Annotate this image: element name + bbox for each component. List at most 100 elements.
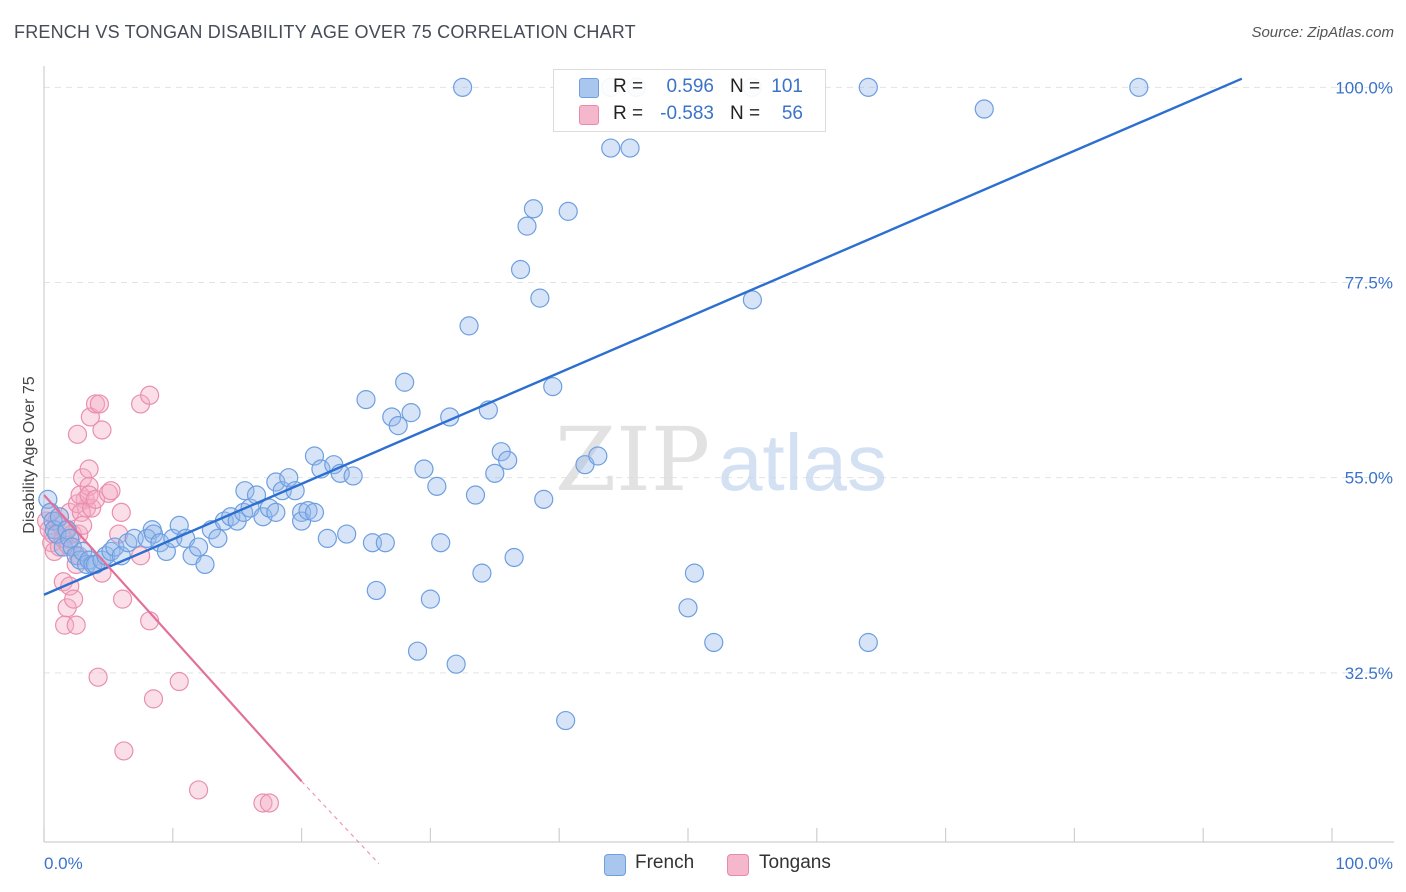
french-point <box>317 528 337 549</box>
source-credit: Source: ZipAtlas.com <box>1251 24 1394 41</box>
series-legend: French Tongans <box>0 850 1406 880</box>
n-label: N = <box>730 103 761 124</box>
french-point <box>453 77 473 97</box>
french-point <box>684 563 705 583</box>
french-point <box>504 547 524 568</box>
tongan-point <box>73 515 93 535</box>
chart-title: FRENCH VS TONGAN DISABILITY AGE OVER 75 … <box>14 22 636 42</box>
tongan-point <box>114 741 134 761</box>
y-tick-label: 32.5% <box>1345 664 1393 683</box>
french-swatch <box>579 78 599 98</box>
french-point <box>858 632 878 653</box>
correlation-legend: R = 0.596 N = 101 R = -0.583 N = 56 <box>553 69 826 132</box>
french-point <box>485 463 505 483</box>
gridlines <box>44 86 1394 674</box>
french-point <box>510 259 531 280</box>
french-point <box>601 138 621 158</box>
french-n-value: 101 <box>771 76 803 97</box>
n-label: N = <box>730 76 761 97</box>
french-point <box>195 554 215 575</box>
watermark: ZIP atlas <box>555 408 887 511</box>
legend-french-swatch[interactable] <box>604 854 626 876</box>
french-point <box>459 316 479 336</box>
tongan-point <box>259 793 279 813</box>
french-point <box>465 485 486 505</box>
r-label: R = <box>613 76 644 97</box>
tongan-point <box>169 671 189 692</box>
tongan-point <box>79 459 99 479</box>
french-point <box>343 466 363 486</box>
watermark-zip: ZIP <box>555 408 710 511</box>
french-point <box>472 563 492 583</box>
legend-tongans-swatch[interactable] <box>727 854 749 876</box>
french-points <box>38 77 1149 731</box>
french-point <box>446 654 466 674</box>
tongan-point <box>66 615 86 635</box>
y-tick-label: 100.0% <box>1335 78 1393 97</box>
french-point <box>407 641 428 661</box>
legend-tongans-label[interactable]: Tongans <box>759 852 831 873</box>
french-point <box>704 632 724 653</box>
french-r-value: 0.596 <box>666 76 714 97</box>
tongan-n-value: 56 <box>781 103 803 124</box>
french-point <box>431 533 451 553</box>
tongan-point <box>88 667 108 687</box>
tongan-points <box>36 385 279 813</box>
tongan-r-value: -0.583 <box>660 103 714 124</box>
tongan-point <box>111 502 131 522</box>
french-point <box>858 77 878 97</box>
french-point <box>1129 77 1149 97</box>
tongan-point <box>98 483 119 503</box>
tongan-point <box>64 589 84 609</box>
french-point <box>678 598 698 618</box>
axes <box>43 66 1394 843</box>
tongan-point <box>112 589 133 609</box>
french-point <box>517 216 537 236</box>
french-point <box>558 201 578 221</box>
tongan-point <box>67 424 88 444</box>
french-point <box>366 580 386 601</box>
tongan-point <box>92 420 112 440</box>
tongan-point <box>101 481 121 501</box>
french-point <box>974 99 994 119</box>
french-point <box>530 288 550 308</box>
y-tick-label: 55.0% <box>1345 469 1393 488</box>
tongan-swatch <box>579 105 599 125</box>
y-axis-title: Disability Age Over 75 <box>21 376 38 534</box>
french-trendline <box>43 77 1243 596</box>
french-point <box>375 533 395 553</box>
tongan-point <box>140 385 160 405</box>
french-point <box>298 501 318 521</box>
french-point <box>523 199 544 219</box>
french-point <box>188 537 209 557</box>
french-point <box>388 416 408 436</box>
tick-labels: 32.5% 55.0% 77.5% 100.0% 0.0% 100.0% <box>44 78 1393 873</box>
french-point <box>401 403 421 423</box>
french-point <box>356 390 376 410</box>
french-point <box>208 528 228 549</box>
tongan-point <box>253 793 273 813</box>
french-point <box>543 377 563 397</box>
tongan-point <box>89 394 109 414</box>
tongan-trendline-extension <box>301 780 380 865</box>
french-point <box>620 138 640 158</box>
french-point <box>395 372 415 392</box>
french-point <box>304 502 325 522</box>
french-point <box>534 489 554 509</box>
r-label: R = <box>613 103 644 124</box>
french-point <box>427 476 447 496</box>
legend-french-label[interactable]: French <box>635 852 695 873</box>
french-point <box>556 710 576 731</box>
y-tick-label: 77.5% <box>1345 274 1393 293</box>
tongan-point <box>143 689 164 709</box>
french-point <box>420 589 440 609</box>
tongan-trendline <box>43 494 303 783</box>
french-point <box>266 502 286 522</box>
french-point <box>235 481 255 501</box>
x-tick-label: 0.0% <box>44 854 83 873</box>
french-point <box>337 524 357 544</box>
watermark-atlas: atlas <box>718 418 887 507</box>
french-point <box>414 459 434 479</box>
french-point <box>498 450 518 470</box>
